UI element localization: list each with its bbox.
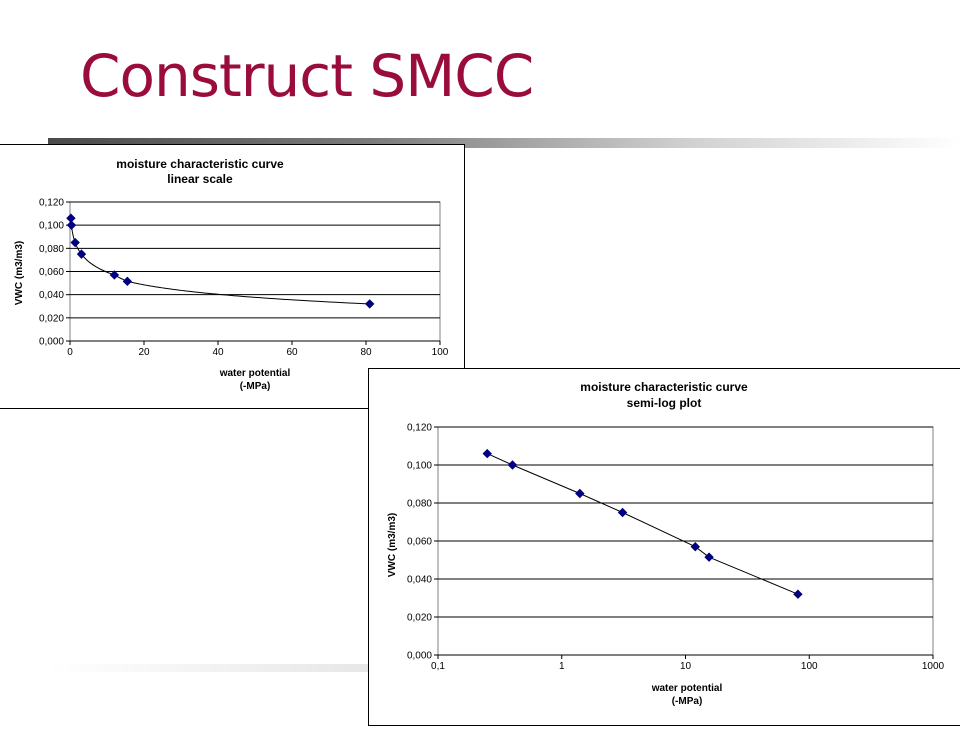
y-tick-label: 0,040 (407, 575, 432, 586)
linear-scale-chart: moisture characteristic curve linear sca… (14, 157, 449, 392)
y-tick-label: 0,060 (39, 267, 64, 278)
data-point (364, 299, 375, 309)
y-tick-label: 0,080 (39, 244, 64, 255)
data-point (76, 249, 87, 259)
x-tick-label: 60 (286, 347, 298, 358)
chart-title: moisture characteristic curve (116, 157, 284, 171)
data-point (507, 460, 518, 470)
y-tick-label: 0,120 (39, 198, 64, 209)
title-underline (48, 138, 960, 148)
y-tick-label: 0,100 (407, 461, 432, 472)
slide-title: Construct SMCC (80, 42, 534, 110)
chart-panel-semilog: moisture characteristic curve semi-log p… (368, 368, 960, 726)
y-tick-label: 0,000 (39, 337, 64, 348)
y-tick-label: 0,020 (39, 313, 64, 324)
y-tick-label: 0,080 (407, 499, 432, 510)
x-tick-label: 100 (432, 347, 449, 358)
bottom-decoration-bar (48, 664, 378, 672)
y-axis-label: VWC (m3/m3) (387, 513, 398, 577)
chart-subtitle: semi-log plot (627, 396, 702, 410)
x-axis-unit-label: (-MPa) (240, 381, 271, 392)
data-point (122, 276, 133, 287)
data-point (482, 448, 492, 459)
x-tick-label: 0,1 (431, 661, 445, 672)
y-tick-label: 0,060 (407, 537, 432, 548)
x-tick-label: 20 (138, 347, 150, 358)
data-point (704, 552, 714, 562)
x-axis-label: water potential (219, 368, 291, 379)
data-point (617, 507, 628, 518)
data-point (70, 237, 80, 248)
x-tick-label: 80 (360, 347, 372, 358)
chart-title: moisture characteristic curve (580, 380, 748, 394)
x-tick-label: 40 (212, 347, 224, 358)
data-point (66, 220, 77, 230)
y-tick-label: 0,120 (407, 423, 432, 434)
y-tick-label: 0,020 (407, 613, 432, 624)
semi-log-chart: moisture characteristic curve semi-log p… (387, 380, 945, 707)
y-tick-label: 0,040 (39, 290, 64, 301)
x-tick-label: 0 (67, 347, 73, 358)
trend-line (487, 453, 799, 595)
x-tick-label: 1000 (922, 661, 945, 672)
y-tick-label: 0,000 (407, 651, 432, 662)
data-point (109, 270, 120, 280)
x-axis-label: water potential (651, 683, 723, 694)
x-axis-unit-label: (-MPa) (672, 696, 703, 707)
x-tick-label: 100 (801, 661, 818, 672)
data-point (690, 541, 701, 552)
data-point (793, 589, 803, 599)
x-tick-label: 10 (680, 661, 692, 672)
x-tick-label: 1 (559, 661, 565, 672)
data-point (575, 488, 585, 499)
chart-subtitle: linear scale (167, 172, 233, 186)
trend-line (70, 218, 370, 305)
chart-panel-linear: moisture characteristic curve linear sca… (0, 144, 465, 409)
y-tick-label: 0,100 (39, 221, 64, 232)
y-axis-label: VWC (m3/m3) (14, 241, 25, 305)
